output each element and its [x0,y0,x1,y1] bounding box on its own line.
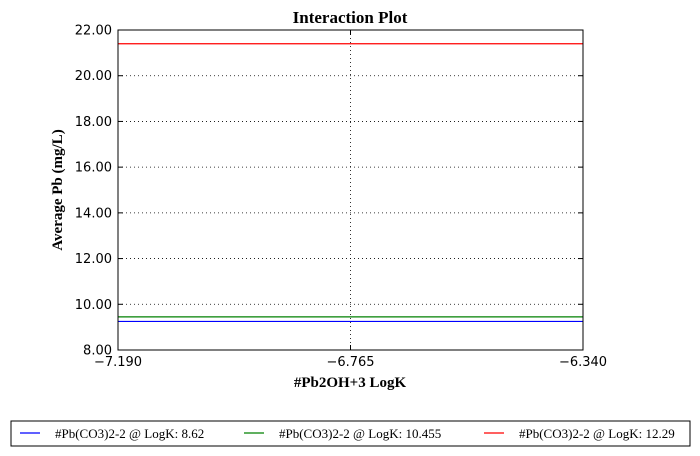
x-tick-label: −6.765 [326,355,374,370]
x-axis-label: #Pb2OH+3 LogK [294,375,407,391]
legend-label-3: #Pb(CO3)2-2 @ LogK: 12.29 [519,426,675,441]
axis-ticks: 8.00 10.00 12.00 14.00 16.00 18.00 20.00 22.00 −… [75,24,607,371]
legend-label-2: #Pb(CO3)2-2 @ LogK: 10.455 [279,426,441,441]
y-tick-label: 22.00 [75,24,112,39]
grid-lines [118,30,583,350]
y-tick-label: 20.00 [75,69,112,84]
x-tick-label: −6.340 [559,355,607,370]
legend-box [10,420,691,447]
y-tick-label: 8.00 [83,344,112,359]
y-tick-label: 10.00 [75,298,112,313]
x-tick-label: −7.190 [94,355,142,370]
legend: #Pb(CO3)2-2 @ LogK: 8.62 #Pb(CO3)2-2 @ Lo… [10,420,691,447]
y-tick-label: 14.00 [75,206,112,221]
y-axis-label: Average Pb (mg/L) [50,129,66,250]
y-tick-label: 12.00 [75,252,112,267]
legend-label-1: #Pb(CO3)2-2 @ LogK: 8.62 [55,426,204,441]
chart-title: Interaction Plot [293,8,408,27]
y-tick-label: 16.00 [75,161,112,176]
series-lines [118,43,583,323]
y-tick-label: 18.00 [75,115,112,130]
